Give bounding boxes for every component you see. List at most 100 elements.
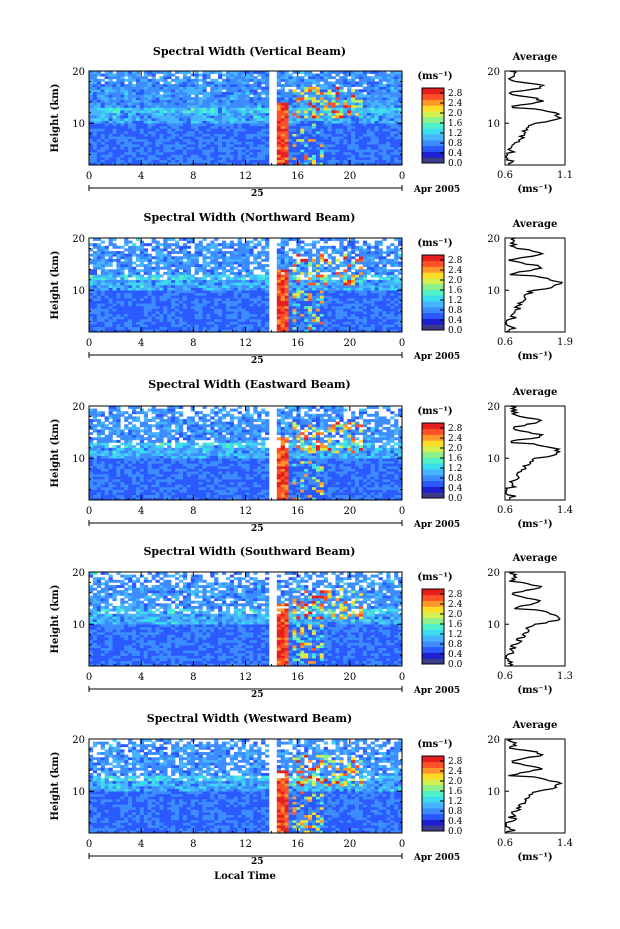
heatmap-cell <box>190 324 195 328</box>
heatmap-cell <box>276 282 282 286</box>
heatmap-cell <box>163 285 168 288</box>
heatmap-cell <box>343 311 348 315</box>
heatmap-cell <box>206 131 211 134</box>
heatmap-cell <box>182 102 188 106</box>
heatmap-cell <box>284 123 289 127</box>
heatmap-cell <box>159 159 164 163</box>
heatmap-cell <box>139 316 145 320</box>
heatmap-cell <box>288 298 293 301</box>
heatmap-cell <box>331 238 336 241</box>
heatmap-cell <box>245 269 250 273</box>
heatmap-cell <box>304 110 309 114</box>
heatmap-cell <box>304 305 309 309</box>
heatmap-cell <box>175 311 180 315</box>
heatmap-cell <box>265 138 270 142</box>
heatmap-cell <box>155 329 160 333</box>
heatmap-cell <box>214 287 219 291</box>
heatmap-cell <box>366 118 371 121</box>
heatmap-cell <box>288 162 293 166</box>
heatmap-cell <box>202 73 207 77</box>
heatmap-cell <box>171 256 176 260</box>
heatmap-cell <box>167 245 172 249</box>
heatmap-cell <box>308 86 313 90</box>
heatmap-cell <box>225 290 231 294</box>
heatmap-cell <box>147 136 152 140</box>
heatmap-cell <box>366 115 371 119</box>
heatmap-cell <box>112 123 117 127</box>
heatmap-cell <box>237 290 242 294</box>
heatmap-cell <box>186 253 192 257</box>
heatmap-cell <box>355 274 360 278</box>
heatmap-cell <box>100 300 105 304</box>
heatmap-cell <box>331 261 336 265</box>
heatmap-cell <box>323 73 328 77</box>
heatmap-cell <box>249 295 254 299</box>
heatmap-cell <box>355 248 360 252</box>
heatmap-cell <box>120 271 125 275</box>
heatmap-cell <box>182 159 188 163</box>
heatmap-cell <box>261 102 266 106</box>
heatmap-cell <box>155 261 160 265</box>
heatmap-cell <box>171 73 176 77</box>
heatmap-cell <box>280 240 285 244</box>
heatmap-cell <box>186 104 192 108</box>
heatmap-cell <box>237 120 242 124</box>
heatmap-cell <box>225 321 231 325</box>
heatmap-cell <box>292 89 297 93</box>
heatmap-cell <box>339 248 344 252</box>
heatmap-cell <box>280 279 285 283</box>
heatmap-cell <box>390 102 395 106</box>
heatmap-cell <box>116 104 121 108</box>
heatmap-cell <box>292 76 297 80</box>
heatmap-cell <box>288 290 293 294</box>
heatmap-cell <box>132 125 137 129</box>
heatmap-cell <box>378 110 383 114</box>
heatmap-cell <box>288 120 293 124</box>
heatmap-cell <box>108 78 113 82</box>
heatmap-cell <box>284 253 289 257</box>
heatmap-cell <box>398 159 403 163</box>
heatmap-cell <box>198 243 203 247</box>
heatmap-cell <box>327 318 332 322</box>
heatmap-cell <box>398 107 403 111</box>
heatmap-cell <box>257 154 262 158</box>
heatmap-cell <box>335 274 340 278</box>
heatmap-cell <box>167 292 172 296</box>
heatmap-cell <box>171 146 176 150</box>
heatmap-cell <box>194 84 199 87</box>
heatmap-cell <box>280 102 285 106</box>
heatmap-cell <box>312 303 317 307</box>
heatmap-cell <box>304 269 309 273</box>
heatmap-cell <box>104 94 109 98</box>
heatmap-cell <box>233 274 238 278</box>
heatmap-cell <box>233 266 238 270</box>
heatmap-cell <box>355 287 360 291</box>
heatmap-cell <box>304 308 309 312</box>
heatmap-cell <box>233 99 238 103</box>
heatmap-cell <box>167 131 172 134</box>
heatmap-cell <box>222 271 227 275</box>
heatmap-cell <box>171 136 176 140</box>
heatmap-cell <box>245 99 250 103</box>
heatmap-cell <box>128 324 133 328</box>
heatmap-cell <box>124 133 129 137</box>
heatmap-cell <box>198 251 203 254</box>
heatmap-cell <box>398 146 403 150</box>
heatmap-cell <box>249 305 254 309</box>
heatmap-cell <box>382 102 387 106</box>
heatmap-cell <box>241 303 246 307</box>
heatmap-cell <box>92 311 98 315</box>
heatmap-cell <box>378 71 383 74</box>
heatmap-cell <box>265 274 270 278</box>
heatmap-cell <box>218 91 223 95</box>
heatmap-cell <box>202 115 207 119</box>
heatmap-cell <box>276 271 282 275</box>
heatmap-cell <box>265 318 270 322</box>
heatmap-cell <box>374 97 379 101</box>
heatmap-cell <box>257 274 262 278</box>
heatmap-cell <box>292 329 297 333</box>
heatmap-cell <box>167 151 172 155</box>
heatmap-cell <box>261 123 266 127</box>
heatmap-cell <box>237 253 242 257</box>
heatmap-cell <box>92 81 98 85</box>
